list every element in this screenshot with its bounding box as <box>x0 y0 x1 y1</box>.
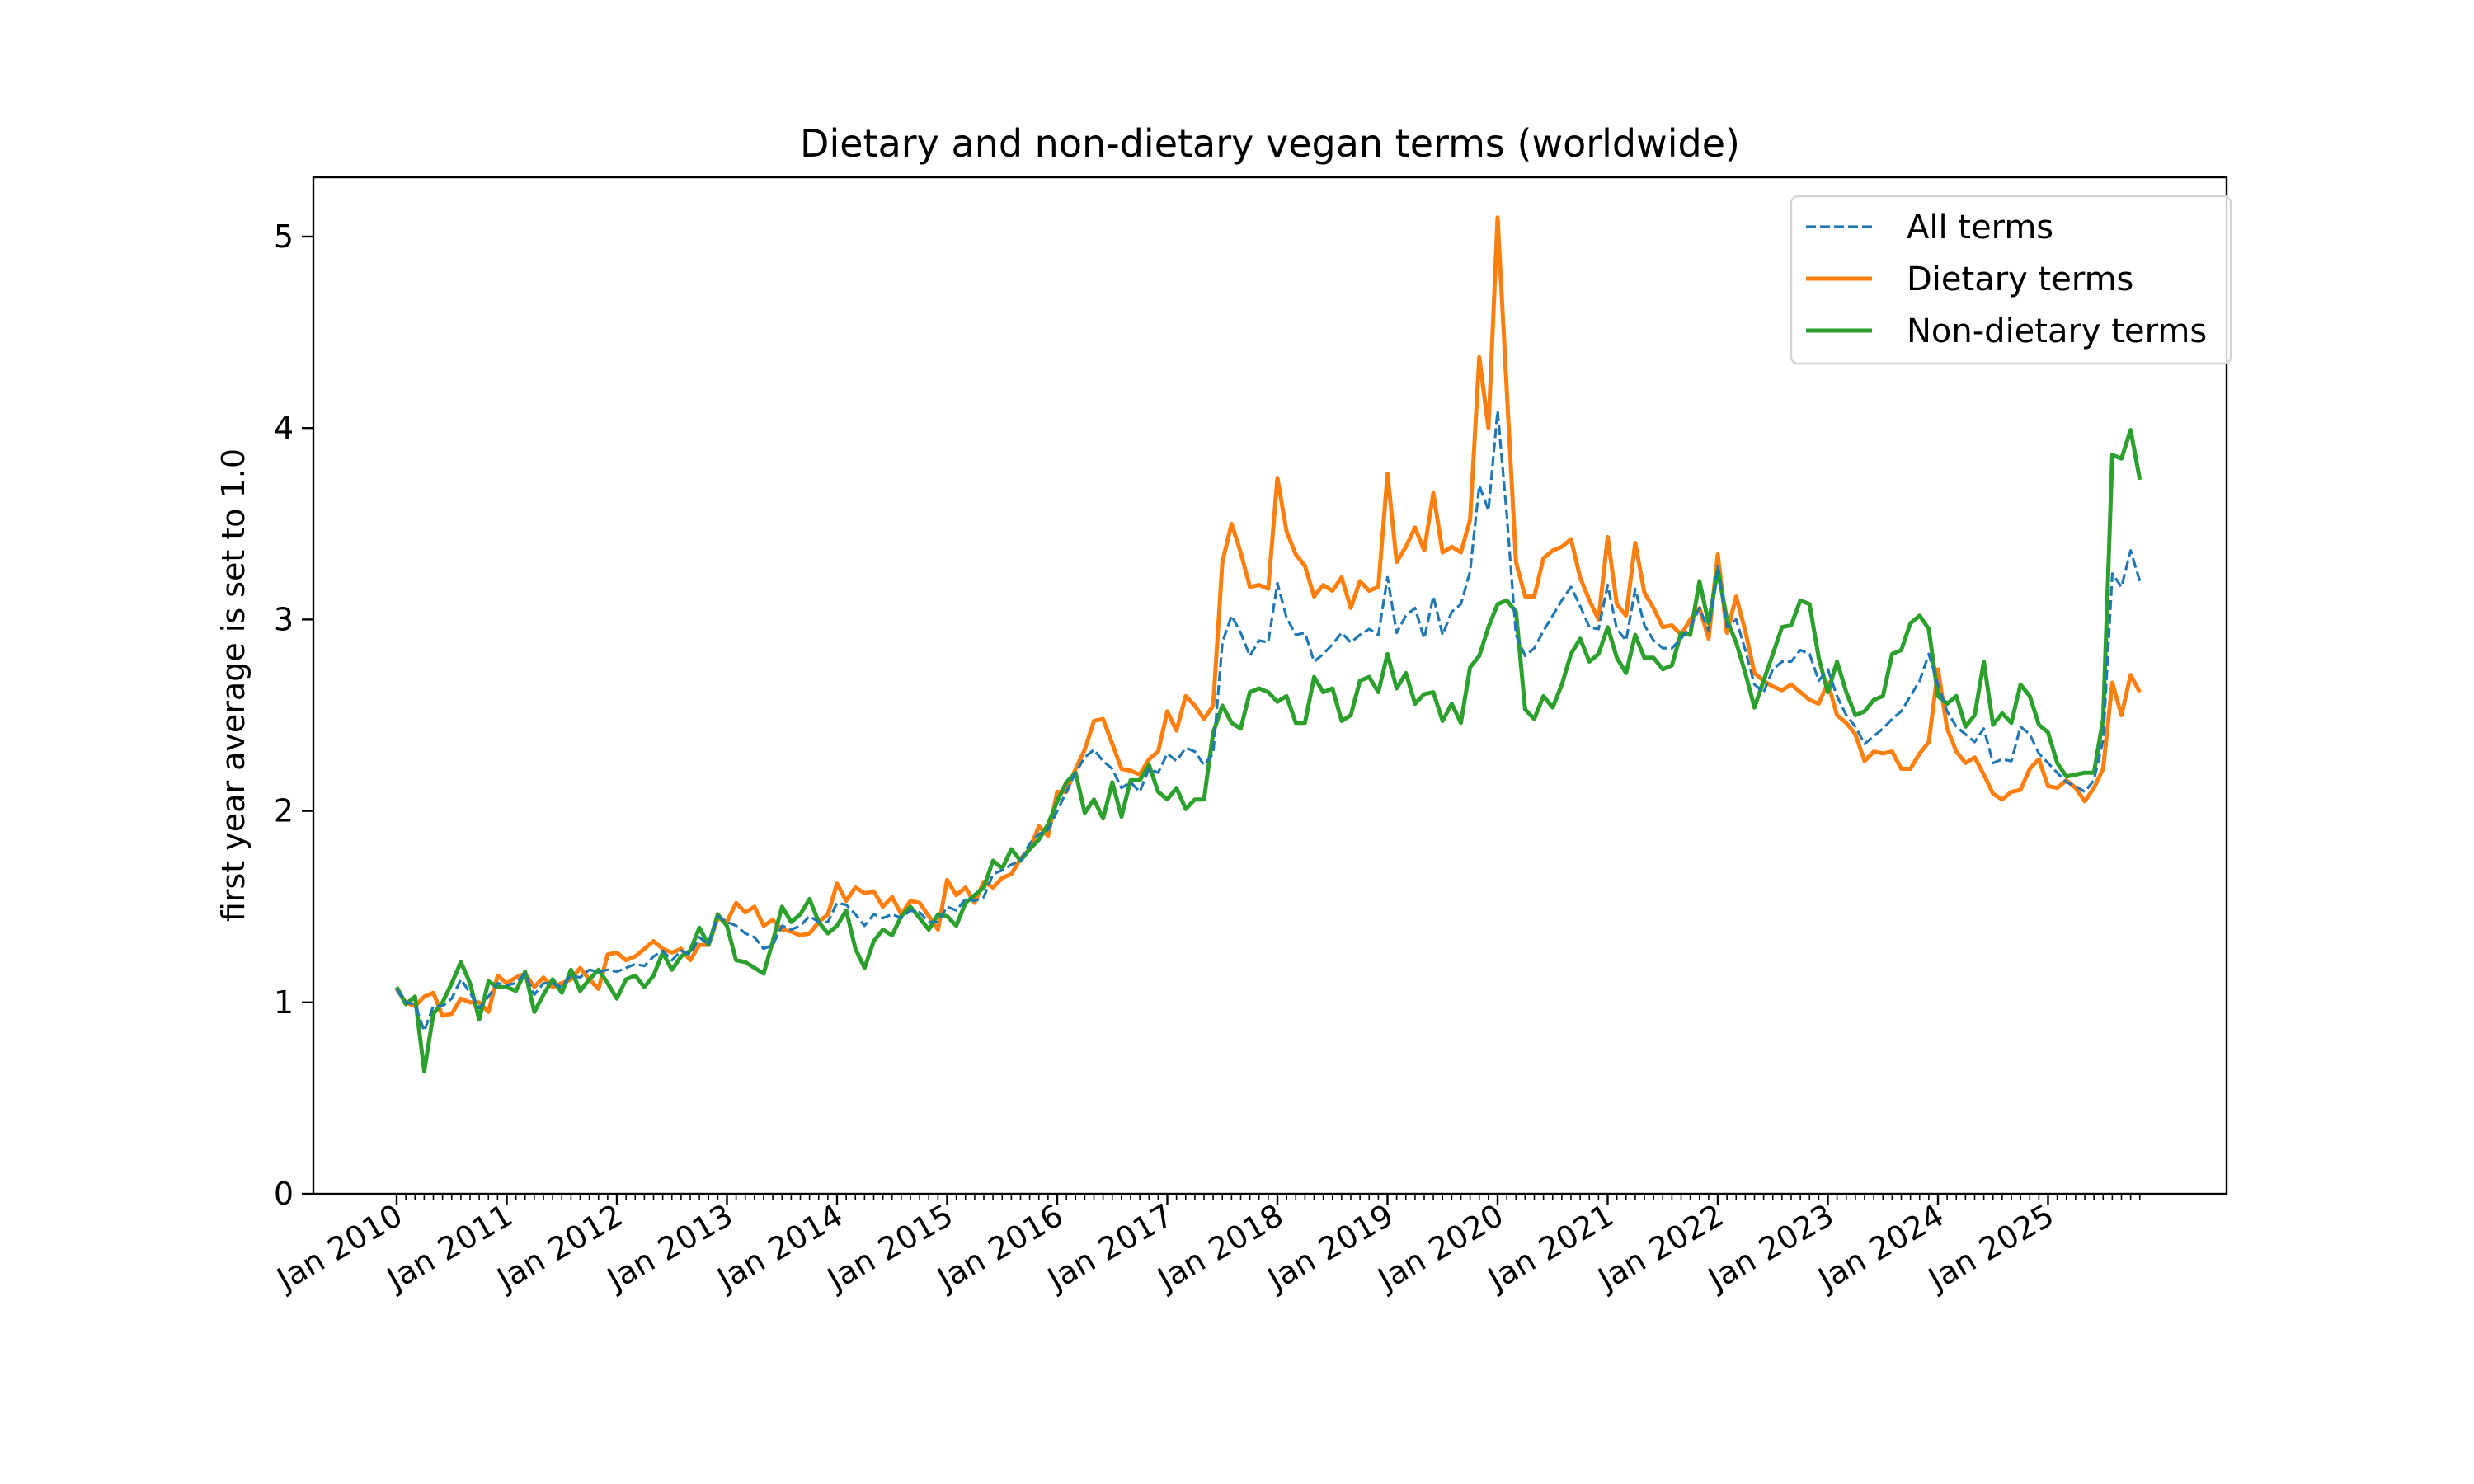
legend-label-dietary-terms: Dietary terms <box>1907 261 2133 298</box>
y-tick-label: 3 <box>274 601 294 637</box>
legend: All terms Dietary terms Non-dietary term… <box>1790 195 2232 365</box>
series-line-dietary-terms <box>394 215 2142 1018</box>
y-tick-label: 5 <box>274 218 294 255</box>
y-axis-label: first year average is set to 1.0 <box>215 448 252 922</box>
chart-title: Dietary and non-dietary vegan terms (wor… <box>800 121 1740 166</box>
y-tick-label: 4 <box>274 410 294 446</box>
y-tick-label: 1 <box>274 984 294 1021</box>
legend-box <box>1790 195 2232 365</box>
plot-area <box>312 176 2228 1195</box>
axes-frame <box>312 176 2228 1195</box>
series-line-all-terms <box>395 409 2142 1033</box>
y-tick-label: 2 <box>274 793 294 829</box>
legend-label-all-terms: All terms <box>1907 209 2053 247</box>
series-layer <box>394 215 2142 1073</box>
y-axis: 0 1 2 3 4 5 <box>274 218 313 1212</box>
legend-label-non-dietary-terms: Non-dietary terms <box>1907 312 2207 350</box>
y-tick-label: 0 <box>274 1176 294 1212</box>
